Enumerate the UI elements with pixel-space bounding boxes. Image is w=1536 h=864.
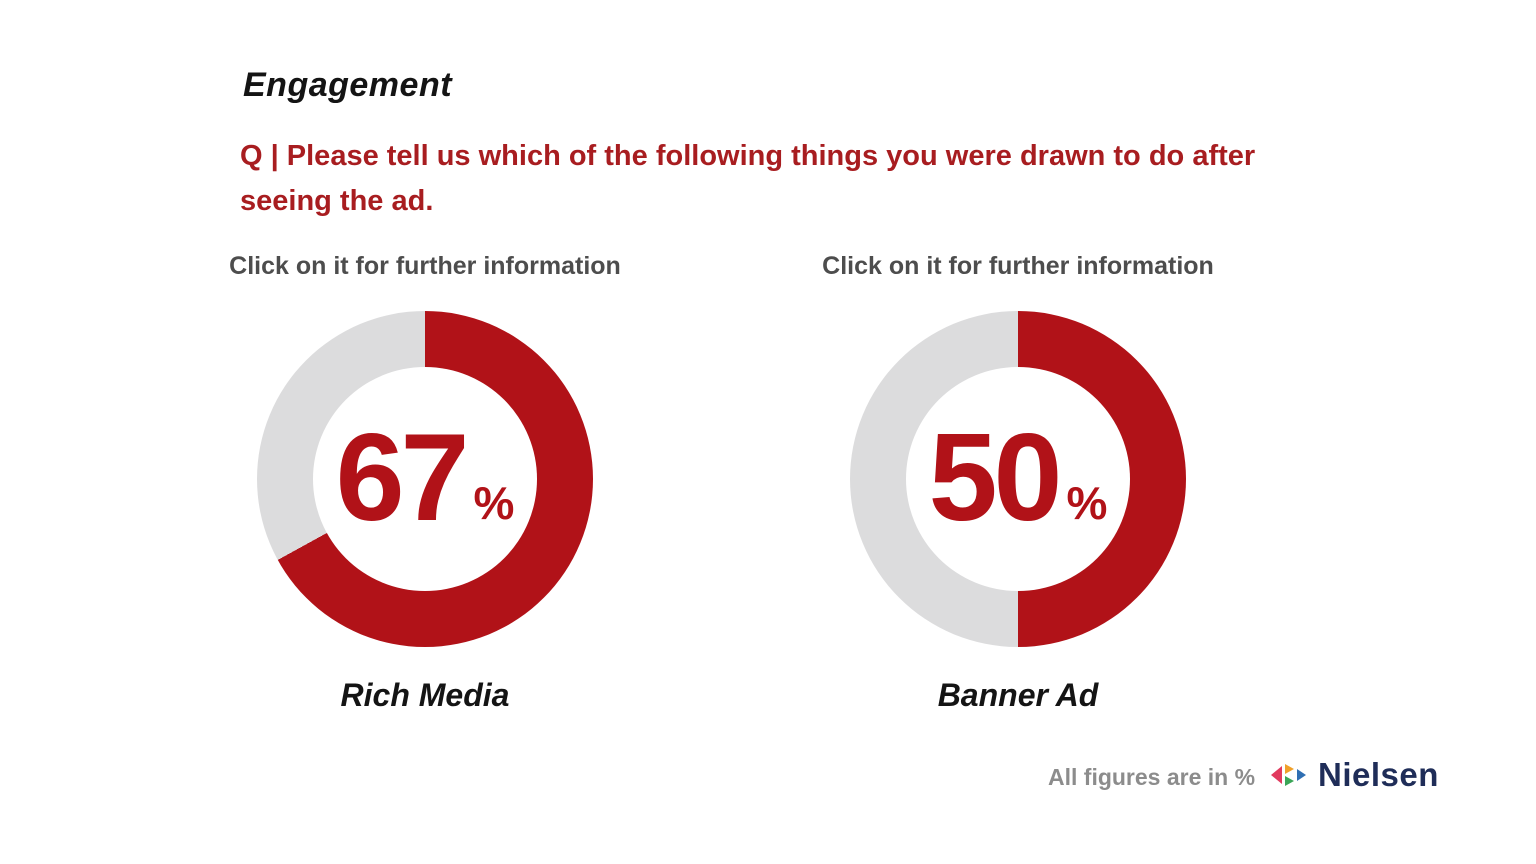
donut-value: 50 [928, 409, 1063, 548]
chart-column-rich-media: Click on it for further information 67 %… [225, 252, 625, 714]
chart-label-rich-media: Rich Media [340, 677, 510, 713]
donut-value-group: 67 % [335, 409, 515, 548]
nielsen-arrows-icon [1271, 764, 1306, 786]
donut-hole: 50 % [906, 367, 1130, 591]
brand-wordmark: Nielsen [1318, 756, 1439, 793]
chart-label-banner-ad: Banner Ad [937, 677, 1099, 713]
percent-sign: % [1066, 476, 1108, 529]
donut-chart-rich-media: 67 % [257, 311, 593, 647]
page-title: Engagement [243, 66, 453, 104]
donut-chart-banner-ad: 50 % [850, 311, 1186, 647]
survey-question: Q | Please tell us which of the followin… [240, 140, 1256, 217]
chart-column-banner-ad: Click on it for further information 50 %… [818, 252, 1218, 714]
donut-hole: 67 % [313, 367, 537, 591]
percent-sign: % [473, 476, 515, 529]
units-footnote: All figures are in % [1048, 764, 1256, 790]
brand-logo: Nielsen [1268, 756, 1439, 794]
chart-annotation: Click on it for further information [822, 252, 1214, 280]
donut-value: 67 [335, 409, 470, 548]
donut-value-group: 50 % [928, 409, 1108, 548]
chart-annotation: Click on it for further information [229, 252, 621, 280]
